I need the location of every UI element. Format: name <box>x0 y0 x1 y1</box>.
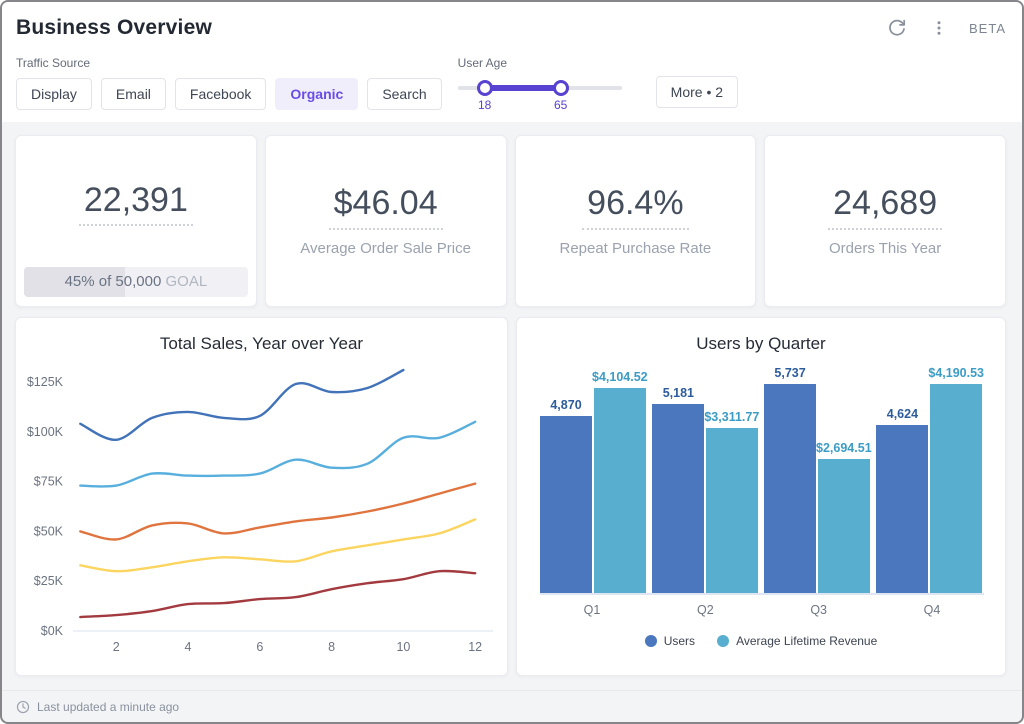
svg-text:$75K: $75K <box>34 475 64 489</box>
kpi-value: 22,391 <box>78 181 193 227</box>
kpi-value: 96.4% <box>582 184 689 230</box>
bar-value-label: 4,624 <box>886 406 919 421</box>
last-updated-text: Last updated a minute ago <box>37 699 180 714</box>
slider-handle-min[interactable] <box>476 80 493 96</box>
users-by-quarter-bar-chart: 4,870 $4,104.52 5,181 $3,311.77 5,737 $2,694.… <box>540 366 984 595</box>
kpi-label: Repeat Purchase Rate <box>559 239 712 257</box>
bar-value-label: 5,181 <box>662 386 694 401</box>
bar-revenue <box>930 384 983 593</box>
kebab-menu-button[interactable] <box>927 16 951 40</box>
bar-value-label: $2,694.51 <box>816 440 872 455</box>
bar-group-q4: 4,624 $4,190.53 <box>876 366 984 593</box>
bar-value-label: $4,190.53 <box>928 366 984 380</box>
svg-text:$50K: $50K <box>34 524 64 538</box>
bar-value-label: $3,311.77 <box>704 409 760 424</box>
legend-dot-icon <box>644 635 657 647</box>
filter-facebook-button[interactable]: Facebook <box>174 78 267 110</box>
filter-bar: Traffic Source Display Email Facebook Or… <box>16 56 1006 112</box>
bar-chart-title: Users by Quarter <box>696 334 826 353</box>
more-filters-button[interactable]: More • 2 <box>655 76 739 108</box>
bar-users <box>652 404 705 593</box>
svg-text:2: 2 <box>113 640 120 654</box>
slider-max-value: 65 <box>553 98 568 112</box>
bar-users <box>876 424 929 593</box>
filter-search-button[interactable]: Search <box>367 78 442 110</box>
bar-group-q2: 5,181 $3,311.77 <box>652 386 759 593</box>
clock-icon <box>16 700 30 713</box>
user-age-slider[interactable]: 18 65 <box>457 78 630 112</box>
svg-text:8: 8 <box>328 640 335 654</box>
legend-dot-icon <box>717 635 730 647</box>
line-chart-title: Total Sales, Year over Year <box>159 334 364 353</box>
kebab-menu-icon <box>937 21 941 35</box>
goal-word: GOAL <box>165 273 208 290</box>
slider-handle-max[interactable] <box>552 80 569 96</box>
bar-group-q3: 5,737 $2,694.51 <box>764 366 872 593</box>
bar-value-label: 5,737 <box>774 366 806 380</box>
beta-badge: BETA <box>969 20 1006 36</box>
user-age-label: User Age <box>457 56 508 70</box>
kpi-card-goal: 22,391 45% of 50,000 GOAL <box>15 135 257 307</box>
bar-value-label: 4,870 <box>550 397 582 412</box>
svg-text:$100K: $100K <box>27 425 64 439</box>
legend-item: Users <box>644 634 696 648</box>
filter-email-button[interactable]: Email <box>100 78 166 110</box>
slider-active-range <box>484 85 561 91</box>
bar-revenue <box>705 427 758 593</box>
bar-chart-card: Users by Quarter 4,870 $4,104.52 5,181 $3,3… <box>516 317 1006 676</box>
kpi-card-repeat-rate: 96.4% Repeat Purchase Rate <box>514 135 757 307</box>
refresh-icon <box>889 19 906 36</box>
bar-chart-legend: Users Average Lifetime Revenue <box>517 634 1005 648</box>
footer: Last updated a minute ago <box>2 690 1022 722</box>
svg-text:12: 12 <box>468 640 482 654</box>
filter-organic-button[interactable]: Organic <box>275 78 359 110</box>
traffic-source-label: Traffic Source <box>16 56 91 70</box>
bar-x-tick: Q2 <box>696 603 714 617</box>
filter-display-button[interactable]: Display <box>16 78 92 110</box>
bar-group-q1: 4,870 $4,104.52 <box>540 370 648 593</box>
kpi-card-orders: 24,689 Orders This Year <box>764 135 1006 307</box>
kpi-label: Average Order Sale Price <box>300 239 471 257</box>
refresh-button[interactable] <box>885 16 909 40</box>
bar-chart-x-axis: Q1 Q2 Q3 Q4 <box>540 603 984 617</box>
dashboard-body: 22,391 45% of 50,000 GOAL $46.04 Average… <box>2 122 1022 690</box>
total-sales-line-chart: $0K $25K $50K $75K $100K $125K 2 4 6 8 10 12 <box>27 368 493 654</box>
goal-progress-bar: 45% of 50,000 GOAL <box>24 267 248 297</box>
line-chart-card: Total Sales, Year over Year $0K $25K $50K $… <box>15 317 508 676</box>
goal-progress-fill <box>24 267 125 297</box>
kpi-value: $46.04 <box>328 184 443 230</box>
svg-text:$25K: $25K <box>34 574 64 588</box>
page-title: Business Overview <box>16 16 212 39</box>
bar-x-tick: Q4 <box>923 603 941 617</box>
svg-text:$0K: $0K <box>41 624 64 638</box>
slider-min-value: 18 <box>477 98 492 112</box>
bar-value-label: $4,104.52 <box>592 370 648 385</box>
bar-x-tick: Q3 <box>810 603 827 617</box>
legend-item: Average Lifetime Revenue <box>717 634 877 648</box>
svg-text:4: 4 <box>185 640 192 654</box>
legend-label: Users <box>663 634 696 648</box>
user-age-group: User Age 18 65 <box>457 56 630 112</box>
svg-text:10: 10 <box>396 640 410 654</box>
traffic-source-group: Traffic Source Display Email Facebook Or… <box>16 56 442 110</box>
kpi-value: 24,689 <box>828 184 943 230</box>
bar-revenue <box>817 458 870 593</box>
kpi-card-avg-order: $46.04 Average Order Sale Price <box>264 135 507 307</box>
header: Business Overview BETA Traffic So <box>2 2 1022 122</box>
legend-label: Average Lifetime Revenue <box>736 634 878 648</box>
goal-progress-text: 45% of 50,000 GOAL <box>64 273 208 290</box>
bar-users <box>540 415 592 593</box>
charts-row: Total Sales, Year over Year $0K $25K $50K $… <box>15 317 1006 676</box>
bar-x-tick: Q1 <box>583 603 601 617</box>
bar-users <box>764 384 817 593</box>
kpi-label: Orders This Year <box>828 239 942 257</box>
svg-text:$125K: $125K <box>27 375 64 389</box>
bar-revenue <box>593 388 646 593</box>
kpi-row: 22,391 45% of 50,000 GOAL $46.04 Average… <box>15 135 1006 307</box>
svg-text:6: 6 <box>256 640 263 654</box>
